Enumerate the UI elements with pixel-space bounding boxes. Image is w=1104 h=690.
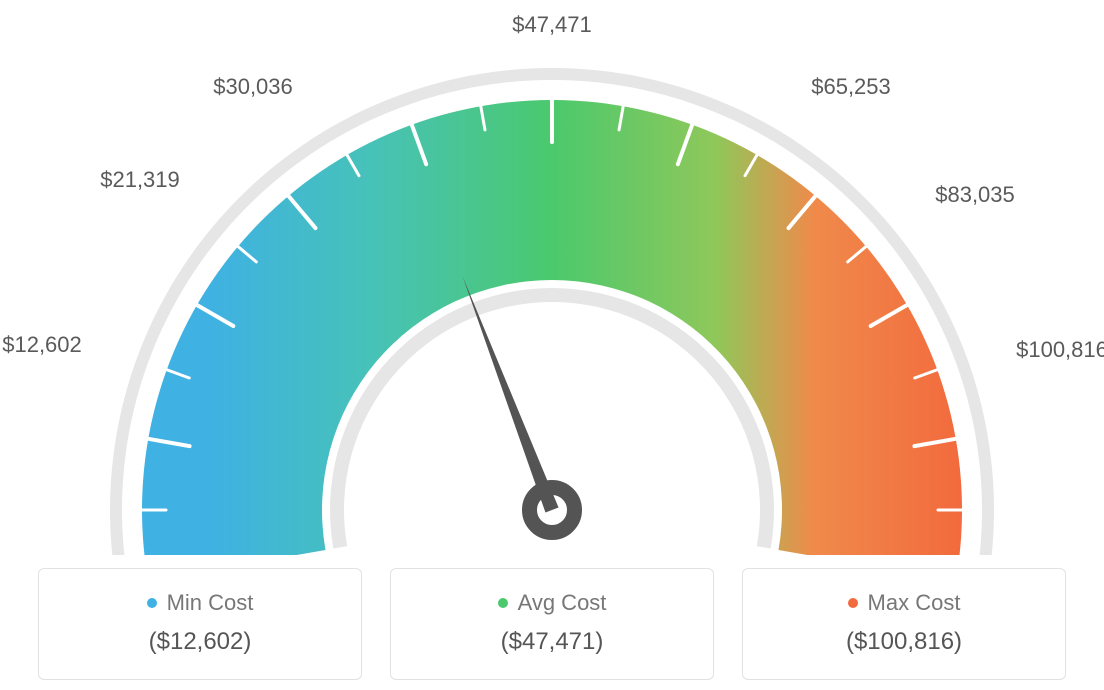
legend-row: Min Cost ($12,602) Avg Cost ($47,471) Ma… xyxy=(0,568,1104,680)
gauge-tick-label: $21,319 xyxy=(100,167,180,193)
gauge-tick-label: $65,253 xyxy=(811,74,891,100)
legend-value-avg: ($47,471) xyxy=(501,628,604,656)
legend-title-text: Max Cost xyxy=(868,590,961,616)
legend-title-text: Min Cost xyxy=(167,590,254,616)
legend-card-min: Min Cost ($12,602) xyxy=(38,568,362,680)
dot-icon xyxy=(848,598,858,608)
legend-title-text: Avg Cost xyxy=(518,590,607,616)
gauge-tick-label: $30,036 xyxy=(213,74,293,100)
gauge-tick-label: $12,602 xyxy=(2,332,82,358)
gauge-chart: $12,602 $21,319 $30,036 $47,471 $65,253 $83,0… xyxy=(0,0,1104,555)
gauge-tick-label: $47,471 xyxy=(512,12,592,38)
legend-title-min: Min Cost xyxy=(147,590,254,616)
legend-title-avg: Avg Cost xyxy=(498,590,607,616)
legend-card-max: Max Cost ($100,816) xyxy=(742,568,1066,680)
legend-value-min: ($12,602) xyxy=(149,628,252,656)
legend-title-max: Max Cost xyxy=(848,590,961,616)
gauge-tick-label: $83,035 xyxy=(935,182,1015,208)
legend-value-max: ($100,816) xyxy=(846,628,962,656)
gauge-svg xyxy=(0,0,1104,555)
dot-icon xyxy=(147,598,157,608)
gauge-tick-label: $100,816 xyxy=(1016,337,1104,363)
legend-card-avg: Avg Cost ($47,471) xyxy=(390,568,714,680)
dot-icon xyxy=(498,598,508,608)
